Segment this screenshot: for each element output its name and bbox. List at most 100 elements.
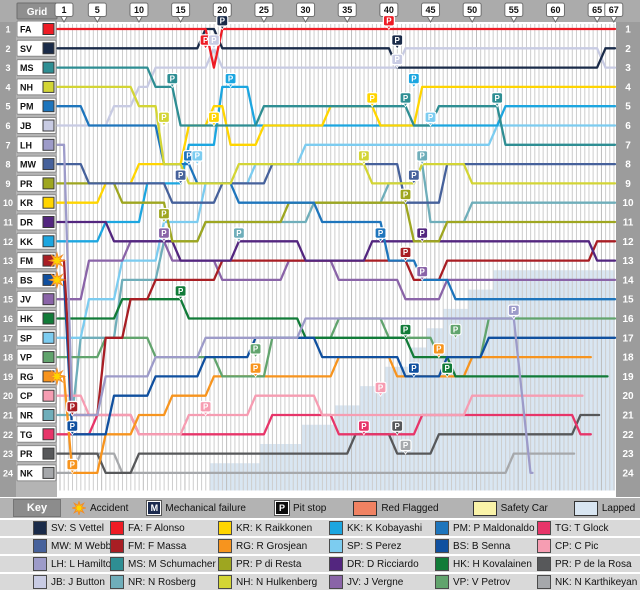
grid-label-KR: 10 KR xyxy=(3,194,57,212)
svg-text:8: 8 xyxy=(625,160,631,171)
svg-text:P: P xyxy=(386,17,392,26)
pit-marker-PR1: P xyxy=(399,188,412,204)
svg-text:P: P xyxy=(453,325,459,334)
legend-entry-RG: RG: R Grosjean xyxy=(218,539,329,553)
svg-text:67: 67 xyxy=(609,5,619,15)
svg-text:4: 4 xyxy=(625,82,631,93)
svg-text:P: P xyxy=(494,94,500,103)
svg-text:P: P xyxy=(236,229,242,238)
legend-swatch-PR2 xyxy=(537,557,551,571)
svg-text:P: P xyxy=(161,210,167,219)
svg-text:6: 6 xyxy=(5,121,10,131)
pit-marker-FM: P xyxy=(66,400,79,417)
key-item-safety-car: Safety Car xyxy=(472,500,548,516)
key-label: Key xyxy=(13,499,61,517)
svg-text:15: 15 xyxy=(176,5,186,15)
driver-code: MS xyxy=(20,63,34,73)
legend-row-4: JB: J Button NR: N Rosberg NH: N Hulkenber… xyxy=(0,574,640,590)
svg-text:24: 24 xyxy=(3,468,13,478)
legend-entry-HK: HK: H Kovalainen xyxy=(435,557,537,571)
lap-tick-60: 60 xyxy=(545,2,565,23)
pit-marker-NR: P xyxy=(232,227,246,243)
driver-swatch xyxy=(42,138,55,151)
svg-text:P: P xyxy=(186,152,192,161)
pit-marker-LH: P xyxy=(507,304,520,320)
accident-star-RG xyxy=(47,366,67,386)
svg-text:6: 6 xyxy=(625,121,631,132)
svg-text:P: P xyxy=(253,345,259,354)
svg-text:2: 2 xyxy=(5,44,10,54)
legend-label: FA: F Alonso xyxy=(128,522,185,534)
driver-legend: SV: S Vettel FA: F Alonso KR: K Raikkonen K… xyxy=(0,518,640,590)
svg-text:P: P xyxy=(170,75,176,84)
legend-label: DR: D Ricciardo xyxy=(347,558,419,570)
legend-label: SP: S Perez xyxy=(347,540,402,552)
legend-entry-NK: NK: N Karthikeyan xyxy=(537,575,640,589)
pit-marker-VP: P xyxy=(249,343,262,359)
svg-text:15: 15 xyxy=(3,295,13,305)
svg-text:5: 5 xyxy=(95,5,100,15)
grid-label-VP: 18 VP xyxy=(3,348,57,366)
red-flag-swatch xyxy=(353,500,378,516)
legend-swatch-VP xyxy=(435,575,449,589)
driver-swatch xyxy=(42,466,55,479)
svg-text:P: P xyxy=(511,306,517,315)
driver-swatch xyxy=(42,177,55,190)
legend-entry-BS: BS: B Senna xyxy=(435,539,537,553)
lap-tick-25: 25 xyxy=(254,2,274,23)
svg-text:7: 7 xyxy=(625,140,631,151)
grid-label-NH: 4 NH xyxy=(5,78,57,96)
key-item-label: Mechanical failure xyxy=(165,502,246,514)
pit-marker-FM: P xyxy=(399,246,412,262)
legend-entry-PR1: PR: P di Resta xyxy=(218,557,329,571)
driver-swatch xyxy=(42,428,55,441)
legend-row-1: SV: S Vettel FA: F Alonso KR: K Raikkonen K… xyxy=(0,520,640,536)
svg-text:25: 25 xyxy=(259,5,269,15)
legend-entry-PM: PM: P Maldonaldo xyxy=(435,521,537,535)
svg-text:21: 21 xyxy=(622,411,634,422)
pit-marker-SP: P xyxy=(424,111,437,127)
legend-label: HK: H Kovalainen xyxy=(453,558,532,570)
driver-code: SV xyxy=(20,44,32,54)
svg-text:17: 17 xyxy=(3,333,13,343)
svg-text:20: 20 xyxy=(217,5,227,15)
pit-marker-FA: P xyxy=(382,14,395,31)
svg-text:1: 1 xyxy=(625,25,631,36)
svg-text:P: P xyxy=(395,55,401,64)
trace-MW xyxy=(56,162,617,204)
legend-entry-CP: CP: C Pic xyxy=(537,539,640,553)
pit-marker-PR2: P xyxy=(391,420,404,436)
key-item-label: Safety Car xyxy=(500,502,548,514)
legend-entry-JV: JV: J Vergne xyxy=(329,575,435,589)
legend-swatch-NK xyxy=(537,575,551,589)
svg-text:4: 4 xyxy=(5,82,10,92)
driver-code: NR xyxy=(20,411,33,421)
svg-text:45: 45 xyxy=(426,5,436,15)
grid-label-CP: 20 CP xyxy=(3,387,57,405)
svg-text:10: 10 xyxy=(3,198,13,208)
legend-label: JB: J Button xyxy=(51,576,105,588)
driver-code: KR xyxy=(20,198,33,208)
grid-label-PR2: 23 PR xyxy=(3,445,57,463)
key-item-mechanical: M Mechanical failure xyxy=(146,500,246,516)
pit-marker-DR: P xyxy=(416,227,429,243)
svg-text:11: 11 xyxy=(3,218,13,228)
driver-code: FM xyxy=(20,256,33,266)
grid-label-PM: 5 PM xyxy=(5,97,57,115)
grid-label-JB: 6 JB xyxy=(5,117,57,134)
legend-label: MW: M Webber xyxy=(51,540,121,552)
svg-text:20: 20 xyxy=(622,391,634,402)
pit-marker-KK: P xyxy=(407,72,420,89)
driver-swatch xyxy=(42,293,55,306)
svg-text:P: P xyxy=(378,383,384,392)
driver-code: PR xyxy=(20,179,33,189)
accident-markers xyxy=(47,251,67,386)
legend-swatch-JB xyxy=(33,575,47,589)
legend-label: SV: S Vettel xyxy=(51,522,104,534)
pit-marker-TG: P xyxy=(357,420,370,436)
driver-code: KK xyxy=(20,237,33,247)
svg-text:P: P xyxy=(220,17,226,26)
key-item-lapped: Lapped xyxy=(573,500,635,516)
svg-text:P: P xyxy=(70,403,76,412)
legend-entry-KK: KK: K Kobayashi xyxy=(329,521,435,535)
